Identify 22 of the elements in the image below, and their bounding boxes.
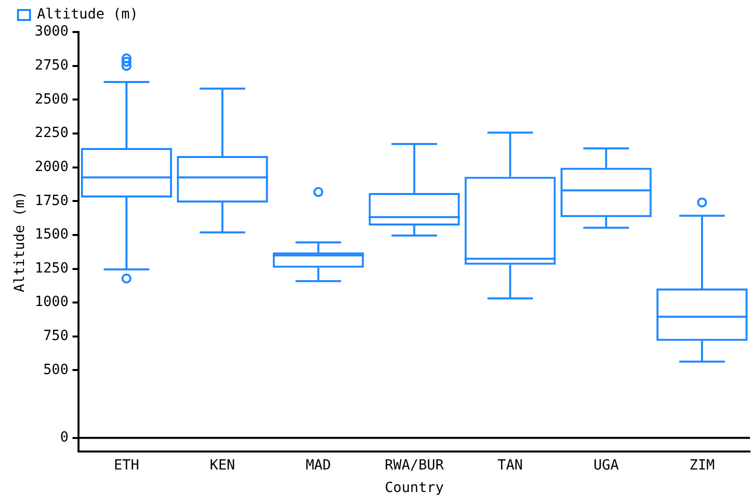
x-tick-label: TAN: [498, 457, 523, 474]
x-tick-label: MAD: [306, 457, 331, 474]
y-tick-label: 1250: [34, 260, 69, 276]
y-tick-label: 2000: [34, 158, 69, 175]
y-tick-label: 2500: [34, 91, 69, 108]
x-axis-title: Country: [384, 480, 444, 496]
x-tick-label: KEN: [210, 457, 236, 474]
y-tick-label: 1750: [34, 192, 69, 209]
y-tick-label: 3000: [34, 24, 69, 40]
y-tick-label: 1000: [34, 294, 69, 310]
y-tick-label: 750: [43, 328, 69, 344]
x-tick-label: UGA: [593, 457, 620, 474]
y-axis-title: Altitude (m): [12, 191, 28, 292]
y-tick-label: 0: [60, 430, 69, 446]
y-tick-label: 1500: [34, 226, 69, 243]
y-tick-label: 2750: [34, 57, 69, 74]
y-tick-label: 500: [43, 362, 69, 378]
legend-label: Altitude (m): [37, 6, 138, 23]
x-tick-label: ETH: [114, 457, 140, 474]
x-tick-label: ZIM: [689, 457, 715, 474]
y-tick-label: 2250: [34, 125, 69, 142]
x-tick-label: RWA/BUR: [384, 457, 444, 474]
